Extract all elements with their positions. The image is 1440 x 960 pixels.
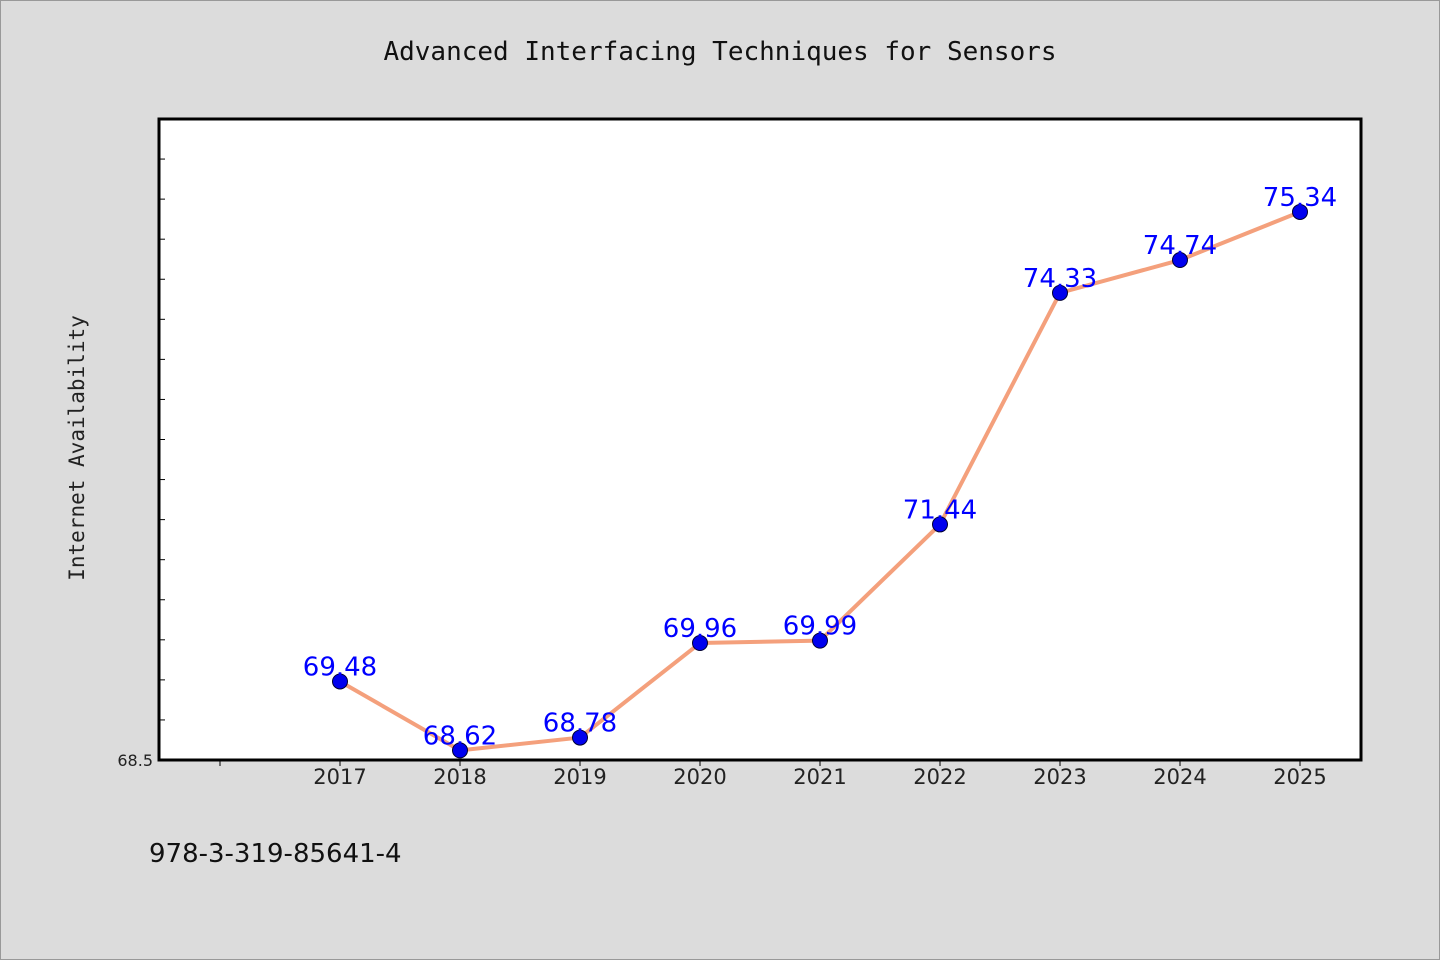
x-tick-label: 2022 xyxy=(913,765,966,789)
data-label: 75.34 xyxy=(1263,183,1337,213)
isbn-text: 978-3-319-85641-4 xyxy=(149,839,402,869)
data-point xyxy=(332,673,348,690)
data-label: 74.33 xyxy=(1023,264,1097,294)
y-tick-label: 68.5 xyxy=(117,751,153,770)
data-label: 69.99 xyxy=(783,612,857,642)
x-tick-label: 2024 xyxy=(1153,765,1206,789)
data-label: 69.96 xyxy=(663,614,737,644)
data-point xyxy=(572,729,588,746)
data-label: 69.48 xyxy=(303,652,377,682)
x-tick-label: 2025 xyxy=(1273,765,1326,789)
x-axis-tick-labels: 2017 2018 2019 2020 2021 2022 2023 2024 2025 xyxy=(313,765,1326,789)
data-point xyxy=(1052,284,1068,301)
data-point xyxy=(932,516,948,533)
x-tick-label: 2021 xyxy=(793,765,846,789)
chart-title: Advanced Interfacing Techniques for Sens… xyxy=(383,37,1056,67)
plot-area xyxy=(157,117,1363,762)
data-labels: 69.48 68.62 68.78 69.96 69.99 71.44 74.33 74.74… xyxy=(303,183,1337,751)
data-point xyxy=(812,632,828,649)
x-axis-ticks xyxy=(219,760,1301,766)
x-tick-label: 2019 xyxy=(553,765,606,789)
data-point xyxy=(1172,252,1188,269)
data-point xyxy=(1292,203,1308,220)
y-axis-ticks xyxy=(159,118,165,761)
x-tick-label: 2023 xyxy=(1033,765,1086,789)
data-label: 74.74 xyxy=(1143,231,1217,261)
data-point xyxy=(692,635,708,652)
y-axis-tick-labels: 68.5 xyxy=(117,751,153,770)
x-tick-label: 2017 xyxy=(313,765,366,789)
data-label: 71.44 xyxy=(903,495,977,525)
series-layer xyxy=(332,203,1308,759)
y-axis-label: Internet Availability xyxy=(65,315,89,581)
data-label: 68.78 xyxy=(543,709,617,739)
x-tick-label: 2018 xyxy=(433,765,486,789)
data-label: 68.62 xyxy=(423,721,497,751)
x-tick-label: 2020 xyxy=(673,765,726,789)
data-point xyxy=(452,742,468,759)
